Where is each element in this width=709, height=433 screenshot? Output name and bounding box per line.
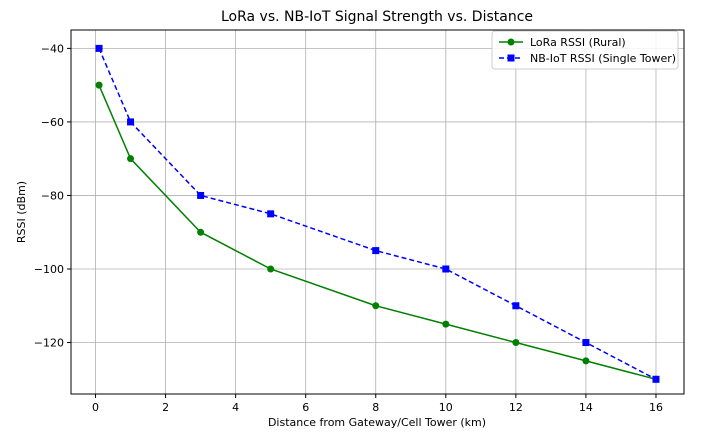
y-tick-label: −60 <box>41 116 64 129</box>
data-point-lora <box>127 155 135 163</box>
x-tick-label: 14 <box>579 401 593 414</box>
data-point-lora <box>512 339 520 347</box>
series-layer <box>95 44 660 383</box>
data-point-lora <box>197 228 205 236</box>
y-tick-label: −40 <box>41 42 64 55</box>
legend-box <box>491 30 679 70</box>
legend-label-nbiot: NB-IoT RSSI (Single Tower) <box>530 52 676 65</box>
data-point-nbiot <box>127 118 135 126</box>
x-axis-label: Distance from Gateway/Cell Tower (km) <box>268 416 486 429</box>
series-line-nbiot <box>98 48 657 380</box>
data-point-nbiot <box>372 247 380 255</box>
x-tick-label: 10 <box>439 401 453 414</box>
y-axis-label: RSSI (dBm) <box>15 181 28 243</box>
y-tick-label: −100 <box>34 263 64 276</box>
y-tick-label: −80 <box>41 189 64 202</box>
x-tick-label: 16 <box>649 401 663 414</box>
chart-title: LoRa vs. NB-IoT Signal Strength vs. Dist… <box>221 9 533 25</box>
data-point-lora <box>582 357 590 365</box>
x-axis: 0 2 4 6 8 10 12 14 16 <box>92 394 663 414</box>
grid <box>71 30 684 394</box>
data-point-lora <box>267 265 275 273</box>
y-axis: −40 −60 −80 −100 −120 <box>34 42 71 350</box>
legend-marker-nbiot <box>507 54 515 62</box>
legend-marker-lora <box>507 38 515 46</box>
data-point-nbiot <box>442 265 450 273</box>
legend-label-lora: LoRa RSSI (Rural) <box>530 36 626 49</box>
data-point-lora <box>442 320 450 328</box>
legend: LoRa RSSI (Rural) NB-IoT RSSI (Single To… <box>491 30 679 70</box>
data-point-lora <box>372 302 380 310</box>
x-tick-label: 4 <box>232 401 239 414</box>
y-tick-label: −120 <box>34 337 64 350</box>
x-tick-label: 6 <box>302 401 309 414</box>
x-tick-label: 2 <box>162 401 169 414</box>
x-tick-label: 8 <box>372 401 379 414</box>
x-tick-label: 0 <box>92 401 99 414</box>
plot-area-frame <box>70 29 685 395</box>
x-tick-label: 12 <box>509 401 523 414</box>
data-point-nbiot <box>652 375 660 383</box>
data-point-nbiot <box>582 339 590 347</box>
data-point-nbiot <box>512 302 520 310</box>
data-point-nbiot <box>197 191 205 199</box>
data-point-nbiot <box>95 44 103 52</box>
data-point-lora <box>95 81 103 89</box>
data-point-nbiot <box>267 210 275 218</box>
